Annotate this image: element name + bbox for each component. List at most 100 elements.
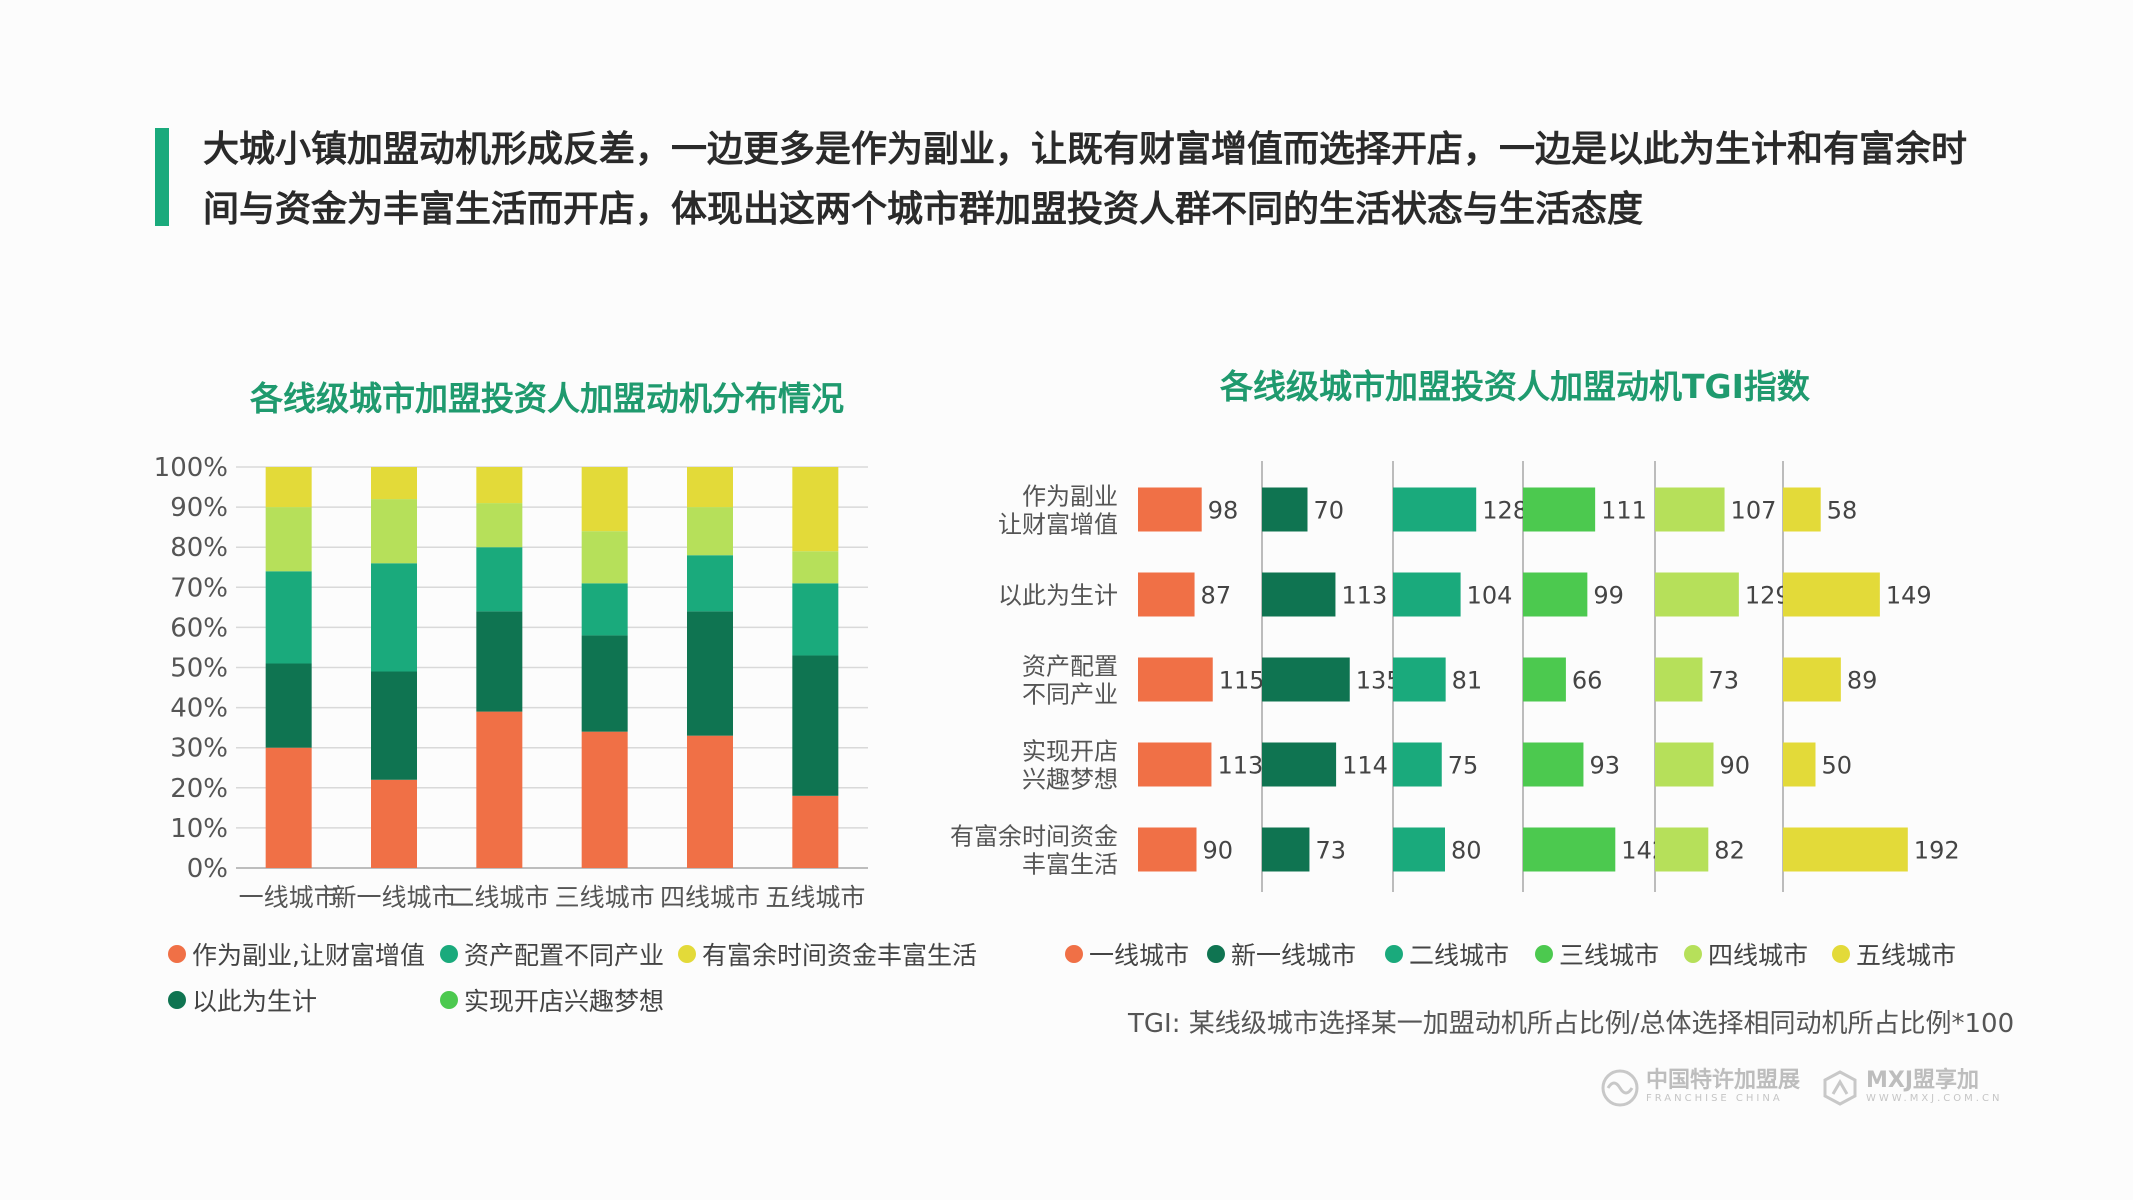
franchise-china-logo: 中国特许加盟展 FRANCHISE CHINA [1600,1068,1800,1108]
tgi-bar [1138,827,1197,872]
tgi-legend-item: 二线城市 [1385,936,1509,972]
tgi-value-label: 107 [1731,497,1777,525]
tgi-value-label: 115 [1219,667,1265,695]
tgi-value-label: 66 [1572,667,1603,695]
tgi-value-label: 90 [1203,837,1234,865]
tgi-bar [1523,827,1616,872]
legend-dot-icon [1207,945,1225,963]
stacked-bar-segment [371,563,417,672]
stacked-bar-segment [265,747,312,868]
tgi-bar [1393,742,1442,787]
tgi-bar [1393,657,1446,702]
stacked-bar-segment [371,671,417,780]
x-category-label: 五线城市 [765,883,865,912]
legend-dot-icon [168,991,186,1009]
y-tick-label: 30% [170,734,228,764]
tgi-value-label: 89 [1847,667,1878,695]
tgi-bar [1138,657,1213,702]
x-category-label: 四线城市 [660,883,760,912]
tgi-value-label: 58 [1827,497,1858,525]
stacked-legend-item: 以此为生计 [168,982,317,1018]
row-category-label: 以此为生计 [998,582,1118,610]
tgi-value-label: 128 [1482,497,1528,525]
stacked-bar-segment [581,531,628,584]
stacked-bar-segment [792,655,839,796]
tgi-legend-item: 三线城市 [1535,936,1659,972]
x-category-label: 新一线城市 [331,883,456,912]
tgi-value-label: 113 [1341,582,1387,610]
tgi-bar [1655,487,1725,532]
headline-line-1: 大城小镇加盟动机形成反差，一边更多是作为副业，让既有财富增值而选择开店，一边是以… [203,129,1968,170]
tgi-bar [1393,487,1477,532]
tgi-value-label: 192 [1914,837,1960,865]
tgi-bar [1138,487,1202,532]
row-category-label: 丰富生活 [1022,851,1118,879]
stacked-bar-segment [792,467,839,552]
stacked-bar-segment [265,507,312,572]
headline-accent-bar [155,128,169,226]
stacked-bar-segment [265,571,312,664]
row-category-label: 作为副业 [1022,483,1118,511]
stacked-legend-item: 资产配置不同产业 [440,936,664,972]
tgi-value-label: 90 [1720,752,1751,780]
tgi-legend-item: 新一线城市 [1207,936,1356,972]
stacked-legend-item: 有富余时间资金丰富生活 [678,936,977,972]
tgi-bar [1523,487,1596,532]
tgi-footnote: TGI: 某线级城市选择某一加盟动机所占比例/总体选择相同动机所占比例*100 [1128,1009,2015,1039]
logo1-sub-text: FRANCHISE CHINA [1646,1093,1783,1104]
y-tick-label: 100% [154,453,228,483]
legend-label: 三线城市 [1559,941,1660,970]
stacked-bar-segment [687,555,733,612]
logo2-sub-text: WWW.MXJ.COM.CN [1866,1093,2003,1104]
row-category-label: 有富余时间资金 [950,823,1118,851]
legend-dot-icon [1684,945,1702,963]
logo2-main-text: MXJ盟享加 [1866,1068,1980,1093]
tgi-value-label: 70 [1314,497,1345,525]
legend-label: 四线城市 [1708,941,1809,970]
legend-dot-icon [440,991,458,1009]
tgi-legend-item: 四线城市 [1684,936,1808,972]
tgi-bar [1262,487,1308,532]
tgi-bar [1783,487,1821,532]
stacked-bar-segment [371,499,417,564]
mxj-logo: MXJ盟享加 WWW.MXJ.COM.CN [1820,1068,2002,1108]
legend-dot-icon [440,945,458,963]
y-tick-label: 40% [170,694,228,724]
stacked-legend-item: 作为副业,让财富增值 [168,936,425,972]
tgi-value-label: 111 [1601,497,1647,525]
headline: 大城小镇加盟动机形成反差，一边更多是作为副业，让既有财富增值而选择开店，一边是以… [203,120,2003,240]
stacked-bar-segment [792,551,839,584]
stacked-bar-segment [581,731,628,868]
tgi-value-label: 98 [1208,497,1239,525]
stacked-bar-segment [581,467,628,532]
x-category-label: 二线城市 [449,883,549,912]
tgi-bar [1262,657,1350,702]
tgi-bar [1523,657,1566,702]
y-tick-label: 60% [170,613,228,643]
legend-dot-icon [1535,945,1553,963]
legend-label: 新一线城市 [1231,941,1357,970]
stacked-bar-segment [792,795,839,868]
legend-dot-icon [168,945,186,963]
y-tick-label: 70% [170,573,228,603]
tgi-bar [1138,572,1195,617]
stacked-bar-segment [265,467,312,508]
tgi-value-label: 104 [1467,582,1513,610]
stacked-bar-segment [581,583,628,636]
tgi-value-label: 73 [1708,667,1739,695]
tgi-bar [1393,572,1461,617]
tgi-bar [1393,827,1445,872]
row-category-label: 不同产业 [1022,681,1118,709]
stacked-bar-segment [476,467,523,504]
tgi-value-label: 114 [1342,752,1388,780]
tgi-bar [1138,742,1212,787]
stacked-bar-segment [687,611,733,736]
x-category-label: 三线城市 [555,883,655,912]
y-tick-label: 0% [187,854,228,884]
legend-dot-icon [678,945,696,963]
legend-dot-icon [1065,945,1083,963]
tgi-bar [1655,827,1709,872]
stacked-bar-segment [687,467,733,508]
legend-label: 五线城市 [1856,941,1957,970]
